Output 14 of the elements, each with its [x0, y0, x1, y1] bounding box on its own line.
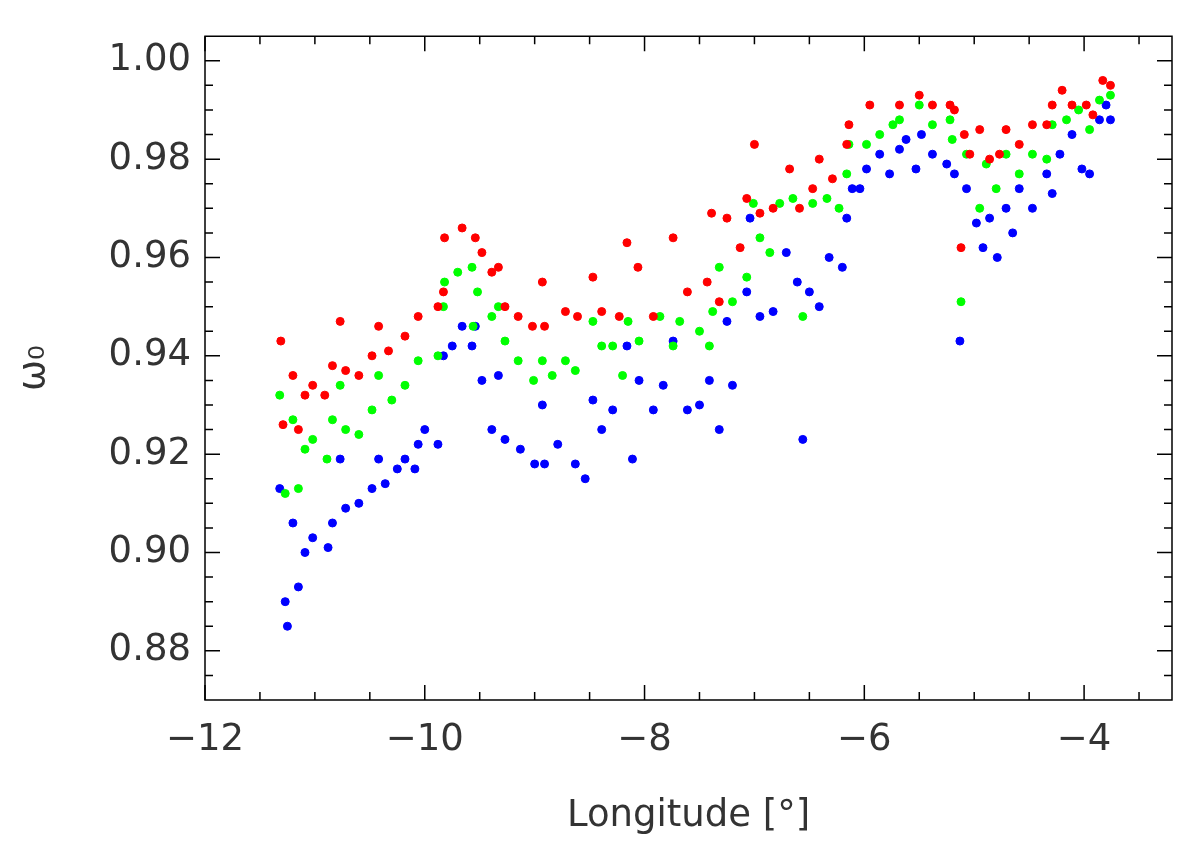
y-tick-label: 0.94 — [108, 331, 191, 375]
y-axis-title: ω₀ — [9, 345, 53, 392]
y-tick-label: 0.90 — [108, 528, 191, 572]
x-axis-title: Longitude [°] — [566, 792, 811, 836]
y-tick-label: 0.98 — [108, 134, 191, 178]
x-tick-label: −10 — [385, 715, 464, 759]
x-tick-label: −12 — [165, 715, 245, 759]
y-tick-label: 0.96 — [108, 233, 191, 277]
x-tick-label: −6 — [837, 715, 892, 759]
x-tick-label: −4 — [1056, 715, 1112, 759]
y-tick-label: 0.88 — [108, 626, 191, 670]
x-tick-label: −8 — [617, 715, 672, 759]
y-tick-label: 1.00 — [108, 36, 191, 80]
y-tick-label: 0.92 — [108, 429, 191, 473]
